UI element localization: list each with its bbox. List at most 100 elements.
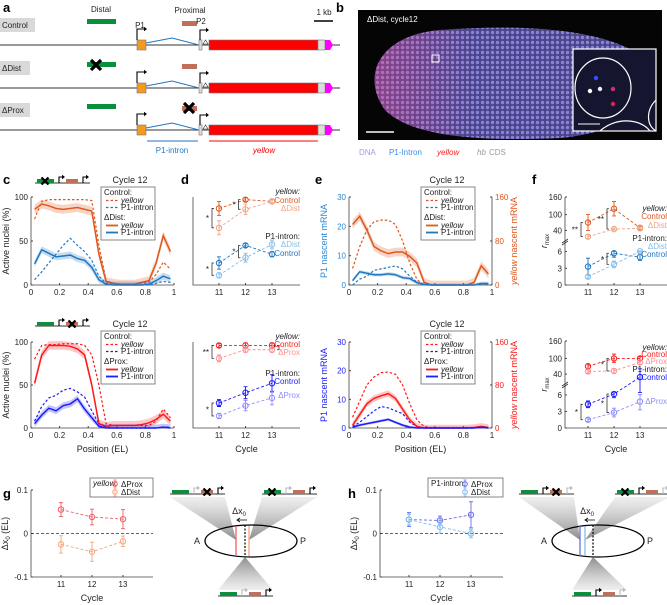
data-point — [584, 416, 592, 423]
x-tick-label: 0.6 — [429, 288, 441, 297]
y-tick-label: 0 — [558, 424, 563, 433]
projection-cone — [170, 497, 236, 540]
y-tick-label-right: 0 — [495, 281, 500, 290]
series-line — [33, 344, 171, 428]
x-tick-label: 0.4 — [83, 431, 95, 440]
series-line — [33, 248, 171, 286]
distal-enhancer — [87, 104, 116, 109]
data-point — [242, 196, 249, 203]
significance-mark: * — [232, 248, 235, 257]
promoter-arrow-icon — [638, 487, 642, 494]
x-tick-label: 0.8 — [458, 431, 470, 440]
series-3 — [215, 390, 276, 420]
significance-bracket — [580, 403, 583, 421]
significance-mark: * — [273, 344, 276, 353]
construct-mini-diagram — [35, 317, 90, 329]
x-tick-label: 12 — [610, 431, 619, 440]
data-point — [636, 248, 644, 255]
x-tick-label: 13 — [467, 580, 476, 589]
y-tick-label: -0.1 — [363, 573, 377, 582]
distal-enhancer — [574, 592, 591, 596]
series-label: Control — [641, 250, 667, 259]
y-tick-label: 30 — [337, 338, 346, 347]
error-bar — [243, 203, 248, 216]
data-point — [467, 530, 475, 537]
series-line — [352, 265, 489, 286]
x-tick-label: 11 — [405, 580, 414, 589]
data-point — [215, 399, 223, 407]
legend-label: yellow — [440, 221, 464, 230]
error-bar — [638, 250, 642, 253]
x-tick-label: 0.4 — [401, 288, 413, 297]
promoter-arrow-icon — [136, 113, 144, 125]
row-label-box — [0, 18, 35, 32]
distal-enhancer — [220, 592, 237, 596]
chart-title: Cycle 12 — [429, 175, 464, 185]
legend-label: yellow — [440, 340, 464, 349]
transcription-spot — [610, 86, 616, 92]
x-tick-label: 12 — [241, 431, 250, 440]
distal-label: Distal — [91, 5, 111, 14]
significance-mark: * — [601, 255, 604, 264]
series-label: P1-intron: — [265, 232, 300, 241]
embryo-outline — [204, 524, 298, 558]
y-tick-label: 50 — [19, 381, 28, 390]
data-point — [405, 516, 413, 523]
channel-legend-item: DNA — [359, 148, 377, 157]
proximal-enhancer — [182, 64, 197, 69]
y-tick-label: 3 — [558, 264, 563, 273]
legend-header: Control: — [104, 188, 132, 197]
construct-mini-diagram — [170, 485, 225, 497]
significance-bracket — [606, 208, 609, 230]
data-point — [119, 538, 127, 545]
construct-mini-diagram — [218, 587, 273, 597]
delta-x0-label: Δx0 — [232, 506, 247, 518]
data-point — [268, 394, 276, 402]
series-line — [352, 418, 489, 429]
yellow-cds — [208, 124, 319, 136]
y-tick-label: 100 — [15, 193, 29, 202]
series-label: P1-intron: — [632, 234, 667, 243]
error-bar — [217, 220, 221, 236]
y-label-part: Δx — [0, 539, 10, 550]
y-tick-label: 30 — [337, 193, 346, 202]
arrowhead-icon — [570, 485, 573, 491]
arrowhead-icon — [62, 174, 65, 180]
panel-label-d: d — [181, 172, 189, 187]
legend: Control:yellowP1-intronΔDist:yellowP1-in… — [420, 186, 476, 241]
promoter-arrow-icon — [542, 487, 546, 494]
projection-cone — [572, 557, 627, 590]
promoter-arrow-icon — [199, 114, 206, 125]
projection-cone — [218, 557, 273, 590]
y-tick-label-right: 0 — [495, 424, 500, 433]
proximal-enhancer — [182, 21, 197, 26]
row-label: ΔProx — [2, 106, 24, 115]
data-point — [636, 225, 644, 232]
y-tick-label: 0 — [558, 281, 563, 290]
series-band — [352, 390, 489, 428]
error-bar — [59, 502, 63, 517]
row-label-box — [0, 103, 30, 117]
x-tick-label: 1 — [172, 431, 177, 440]
series-3 — [215, 239, 276, 279]
panel-label-c: c — [3, 172, 10, 187]
promoter-arrow-icon — [58, 319, 62, 326]
arrowhead-icon — [245, 587, 248, 593]
x-tick-label: 13 — [268, 431, 277, 440]
series-line — [587, 376, 641, 405]
data-point — [610, 225, 618, 233]
significance-bracket — [277, 345, 280, 351]
data-point — [584, 219, 592, 226]
y-axis-label: P1 nascent mRNA — [319, 204, 329, 278]
construct-mini-diagram — [519, 485, 574, 497]
series-3 — [584, 394, 644, 423]
scale-bar-label: 1 kb — [316, 8, 332, 17]
axes — [192, 197, 300, 286]
error-bar — [59, 535, 63, 554]
y-label-part: nascent mRNA — [509, 197, 519, 260]
arrowhead-icon — [206, 112, 209, 118]
axis-break-icon — [561, 238, 569, 246]
triangle-icon — [202, 124, 209, 130]
